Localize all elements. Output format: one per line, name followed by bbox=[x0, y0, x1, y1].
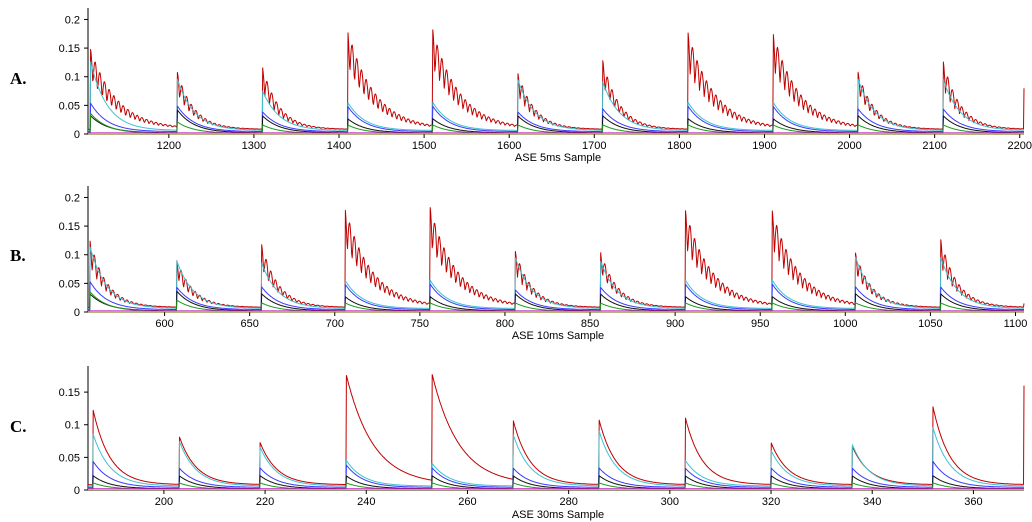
x-tick-label: 300 bbox=[661, 496, 679, 508]
red-series bbox=[88, 374, 1025, 486]
x-tick-label: 650 bbox=[240, 318, 258, 330]
x-tick-label: 1200 bbox=[157, 140, 181, 152]
panel-a-label: A. bbox=[10, 69, 27, 88]
x-tick-label: 700 bbox=[326, 318, 344, 330]
panel-b: B. 0 0.05 0.1 0.15 0.2 600 650 700 750 800 850 900 9… bbox=[10, 186, 1027, 342]
panel-a: A. 0 0.05 0.1 0.15 0.2 1200 1300 1400 1500 1600 17… bbox=[10, 8, 1032, 164]
x-tick-label: 1600 bbox=[497, 140, 521, 152]
red-series bbox=[88, 207, 1025, 308]
blue-series bbox=[88, 102, 1024, 133]
panel-a-plot: 0 0.05 0.1 0.15 0.2 1200 1300 1400 1500 1600 1700 1… bbox=[59, 8, 1032, 152]
panel-c: C. 0 0.05 0.1 0.15 200 220 240 260 280 300 320 340 3… bbox=[10, 366, 1025, 521]
x-tick-label: 850 bbox=[581, 318, 599, 330]
x-tick-label: 1900 bbox=[752, 140, 776, 152]
x-tick-label: 1050 bbox=[918, 318, 942, 330]
panel-c-label: C. bbox=[10, 417, 27, 436]
y-tick-label: 0.2 bbox=[65, 192, 80, 204]
x-tick-label: 240 bbox=[357, 496, 375, 508]
y-tick-label: 0 bbox=[74, 307, 80, 319]
x-tick-label: 200 bbox=[155, 496, 173, 508]
y-tick-label: 0 bbox=[74, 485, 80, 497]
cyan-series bbox=[88, 61, 1024, 132]
x-tick-label: 950 bbox=[751, 318, 769, 330]
x-tick-label: 2000 bbox=[837, 140, 861, 152]
y-tick-label: 0.05 bbox=[59, 100, 80, 112]
x-tick-label: 260 bbox=[458, 496, 476, 508]
x-tick-label: 360 bbox=[964, 496, 982, 508]
x-tick-label: 340 bbox=[863, 496, 881, 508]
x-tick-label: 1500 bbox=[412, 140, 436, 152]
y-tick-label: 0.1 bbox=[65, 420, 80, 432]
blue-series bbox=[88, 460, 1024, 488]
panel-c-xlabel: ASE 30ms Sample bbox=[512, 509, 604, 521]
y-tick-label: 0.2 bbox=[65, 14, 80, 26]
x-tick-label: 2100 bbox=[922, 140, 946, 152]
x-tick-label: 600 bbox=[155, 318, 173, 330]
y-tick-label: 0.05 bbox=[59, 452, 80, 464]
x-tick-label: 1000 bbox=[833, 318, 857, 330]
y-tick-label: 0.15 bbox=[59, 221, 80, 233]
x-tick-label: 280 bbox=[559, 496, 577, 508]
x-tick-label: 1300 bbox=[242, 140, 266, 152]
panel-b-plot: 0 0.05 0.1 0.15 0.2 600 650 700 750 800 850 900 950 1… bbox=[59, 186, 1028, 330]
cyan-series bbox=[88, 246, 1024, 310]
red-series bbox=[88, 29, 1025, 130]
y-tick-label: 0 bbox=[74, 129, 80, 141]
x-tick-label: 900 bbox=[666, 318, 684, 330]
x-tick-label: 1800 bbox=[667, 140, 691, 152]
y-tick-label: 0.1 bbox=[65, 250, 80, 262]
x-tick-label: 1700 bbox=[582, 140, 606, 152]
x-tick-label: 800 bbox=[496, 318, 514, 330]
x-tick-label: 2200 bbox=[1008, 140, 1032, 152]
cyan-series bbox=[88, 427, 1024, 487]
panel-a-xlabel: ASE 5ms Sample bbox=[515, 152, 601, 164]
blue-series bbox=[88, 281, 1024, 311]
y-tick-label: 0.1 bbox=[65, 72, 80, 84]
x-tick-label: 750 bbox=[411, 318, 429, 330]
panel-b-xlabel: ASE 10ms Sample bbox=[512, 330, 604, 342]
y-tick-label: 0.15 bbox=[59, 387, 80, 399]
x-tick-label: 320 bbox=[762, 496, 780, 508]
y-tick-label: 0.05 bbox=[59, 278, 80, 290]
y-tick-label: 0.15 bbox=[59, 43, 80, 55]
panel-c-plot: 0 0.05 0.1 0.15 200 220 240 260 280 300 320 340 360 bbox=[59, 366, 1025, 508]
x-tick-label: 1100 bbox=[1004, 318, 1028, 330]
x-tick-label: 220 bbox=[256, 496, 274, 508]
x-tick-label: 1400 bbox=[327, 140, 351, 152]
panel-b-label: B. bbox=[10, 246, 26, 265]
